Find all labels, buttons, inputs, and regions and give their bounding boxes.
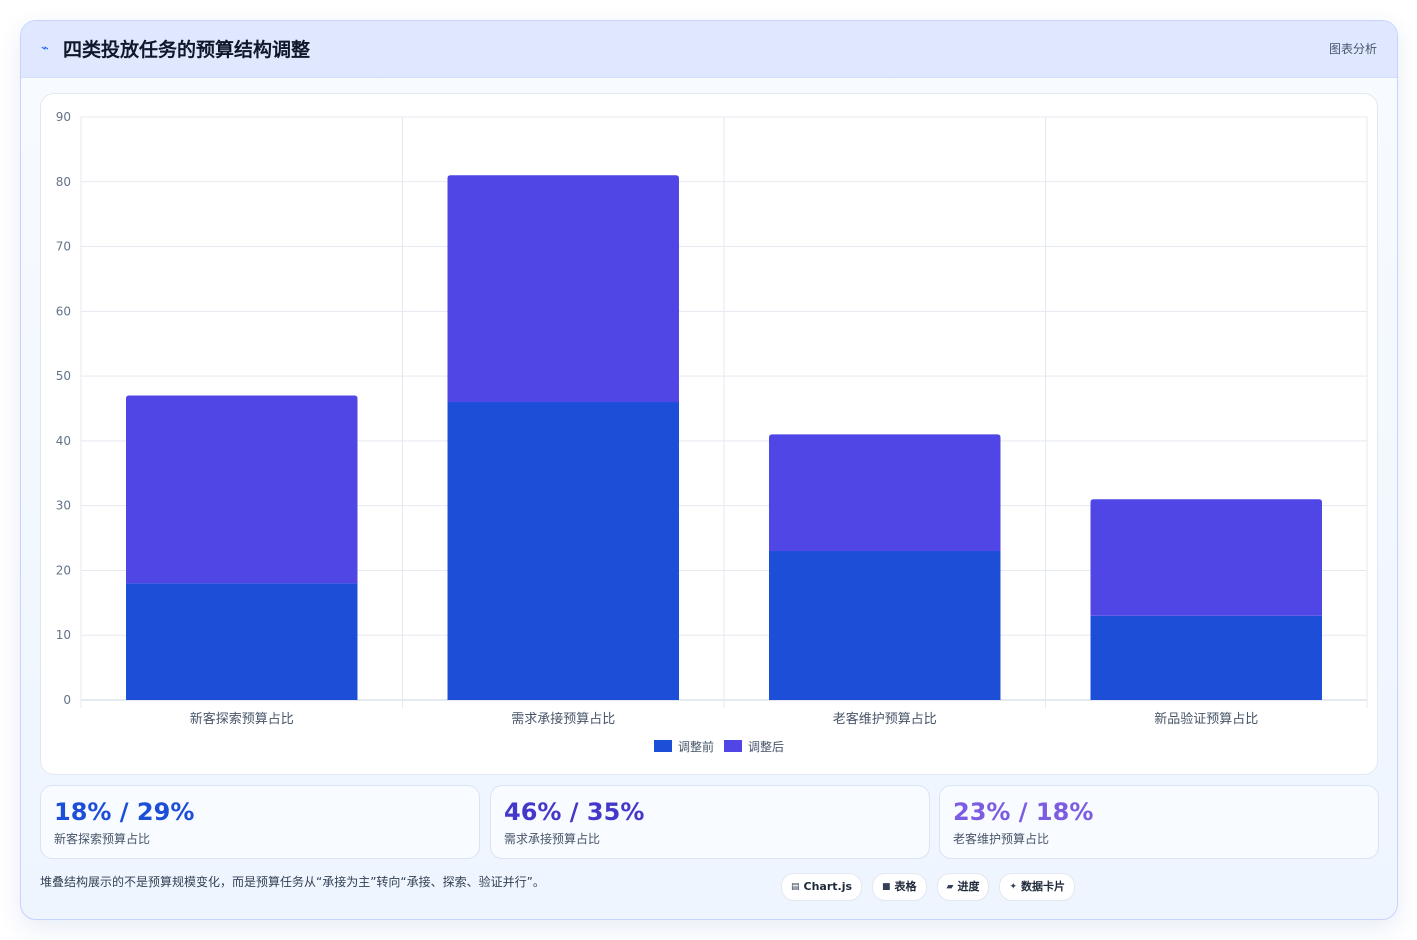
- sparkle-icon: ✦: [1009, 882, 1018, 892]
- y-tick-label: 30: [56, 499, 71, 513]
- x-tick-label: 需求承接预算占比: [511, 711, 615, 727]
- stat-value: 23% / 18%: [953, 798, 1094, 826]
- y-tick-label: 50: [56, 369, 71, 383]
- pill-label: Chart.js: [803, 880, 853, 893]
- chart-panel: 0 10 20 30 40 50 60 70 80 90 新客探索预算占比 需求承接预算占比 老客维护预…: [40, 93, 1378, 775]
- pulse-icon: ⌁: [41, 41, 49, 56]
- bar-调整后: [447, 175, 679, 403]
- footer-note: 堆叠结构展示的不是预算规模变化，而是预算任务从“承接为主”转向“承接、探索、验证…: [40, 875, 545, 889]
- bar-调整前: [126, 583, 358, 700]
- stat-value: 18% / 29%: [54, 798, 195, 826]
- y-tick-label: 60: [56, 304, 71, 318]
- y-tick-label: 20: [56, 563, 71, 577]
- stacked-bar-chart: 0 10 20 30 40 50 60 70 80 90 新客探索预算占比 需求承接预算占比 老客维护预…: [56, 110, 1368, 754]
- stat-label: 需求承接预算占比: [504, 832, 601, 846]
- y-tick-label: 80: [56, 175, 71, 189]
- y-tick-label: 70: [56, 240, 71, 254]
- pill-label: 表格: [894, 880, 917, 893]
- stat-card-retention: 23% / 18% 老客维护预算占比: [939, 785, 1379, 859]
- pill-table[interactable]: ■ 表格: [872, 873, 927, 901]
- stat-value: 46% / 35%: [504, 798, 645, 826]
- y-tick-label: 40: [56, 434, 71, 448]
- bar-调整前: [769, 551, 1001, 700]
- table-icon: ■: [882, 882, 891, 892]
- bar-调整前: [447, 402, 679, 700]
- chart-analysis-tag: 图表分析: [1328, 42, 1377, 56]
- pill-chartjs[interactable]: ▤ Chart.js: [781, 873, 863, 901]
- stat-card-new-customer: 18% / 29% 新客探索预算占比: [40, 785, 480, 859]
- pill-progress[interactable]: ▰ 进度: [936, 873, 990, 901]
- legend-swatch: [654, 740, 672, 752]
- legend-swatch: [724, 740, 742, 752]
- stat-label: 老客维护预算占比: [953, 832, 1050, 846]
- x-tick-label: 新品验证预算占比: [1154, 711, 1258, 727]
- pill-data-cards[interactable]: ✦ 数据卡片: [999, 873, 1076, 901]
- pill-label: 进度: [957, 880, 980, 893]
- progress-icon: ▰: [946, 882, 954, 892]
- bar-调整后: [126, 395, 358, 584]
- x-tick-label: 老客维护预算占比: [833, 711, 937, 727]
- stat-label: 新客探索预算占比: [54, 832, 151, 846]
- tool-pills: ▤ Chart.js ■ 表格 ▰ 进度 ✦ 数据卡片: [781, 873, 1076, 901]
- stat-card-demand: 46% / 35% 需求承接预算占比: [490, 785, 930, 859]
- y-tick-label: 0: [63, 693, 71, 707]
- bar-调整前: [1090, 615, 1322, 700]
- bar-调整后: [769, 434, 1001, 552]
- y-tick-label: 90: [56, 110, 71, 124]
- legend-label: 调整后: [748, 739, 784, 754]
- chart-icon: ▤: [791, 882, 800, 892]
- legend-label: 调整前: [678, 739, 714, 754]
- y-tick-label: 10: [56, 628, 71, 642]
- chart-card: ⌁ 四类投放任务的预算结构调整 图表分析 0 10 20 30 40 50 60 70 80 90…: [20, 20, 1398, 920]
- card-header: ⌁ 四类投放任务的预算结构调整 图表分析: [21, 21, 1397, 78]
- x-tick-label: 新客探索预算占比: [190, 711, 294, 727]
- chart-title: 四类投放任务的预算结构调整: [63, 39, 311, 61]
- pill-label: 数据卡片: [1021, 880, 1066, 893]
- bar-调整后: [1090, 499, 1322, 616]
